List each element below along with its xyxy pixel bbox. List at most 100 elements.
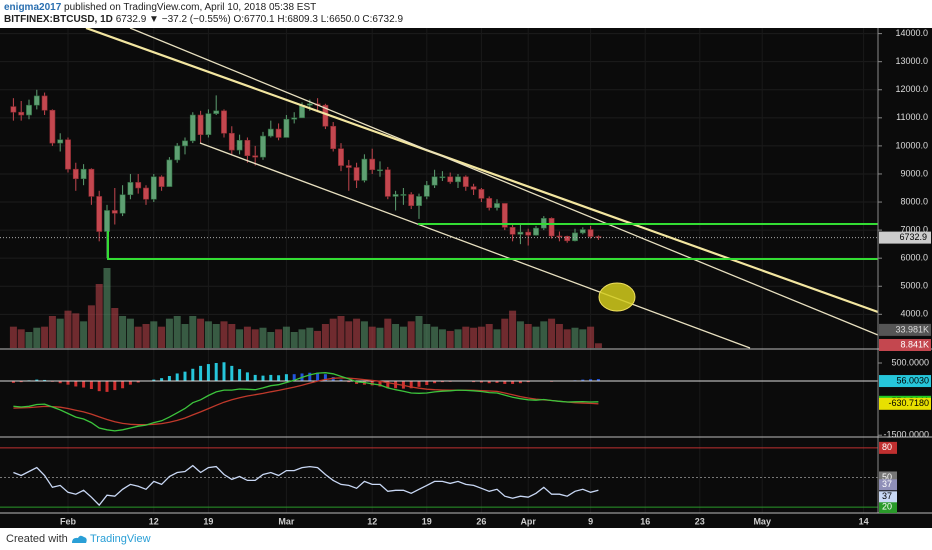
- y-tick-label: 12000.0: [895, 84, 928, 94]
- volume-bar: [9, 326, 17, 348]
- macd-hist-bar: [581, 379, 585, 382]
- macd-hist-bar: [238, 369, 242, 382]
- macd-hist-bar: [97, 381, 101, 392]
- x-tick-label: 23: [695, 516, 705, 526]
- candle-body: [260, 135, 266, 158]
- trend-line: [85, 28, 879, 314]
- macd-hist-bar: [113, 381, 117, 391]
- macd-hist-bar: [245, 372, 249, 382]
- volume-bar: [111, 308, 119, 348]
- y-tick-label: 7000.0: [900, 224, 928, 234]
- volume-bar: [103, 268, 111, 348]
- rsi-level-label: 50: [882, 472, 892, 482]
- candle-body: [462, 176, 469, 187]
- volume-bar: [87, 305, 95, 348]
- candle-body: [283, 118, 290, 138]
- label-box: [879, 323, 931, 336]
- macd-hist-bar: [518, 381, 522, 384]
- macd-hist-bar: [308, 372, 312, 382]
- volume-bar: [314, 330, 322, 348]
- volume-bar: [306, 327, 314, 348]
- x-tick-label: 26: [476, 516, 486, 526]
- candle-body: [369, 158, 376, 171]
- label-box: [879, 339, 931, 351]
- macd-hist-bar: [175, 373, 179, 382]
- macd-hist-bar: [292, 374, 296, 382]
- macd-hist-bar: [323, 374, 327, 382]
- author[interactable]: enigma2017: [4, 2, 62, 13]
- y-tick-label: 10000.0: [895, 140, 928, 150]
- volume-bar: [228, 324, 236, 348]
- rsi-level-label: 20: [882, 501, 892, 511]
- macd-hist-bar: [589, 379, 593, 382]
- candle-body: [57, 139, 64, 144]
- macd-hist-bar: [35, 379, 39, 382]
- candle-body: [408, 194, 415, 206]
- macd-hist-bar: [206, 364, 210, 382]
- y-tick-label: 5000.0: [900, 281, 928, 291]
- macd-hist-bar: [191, 368, 195, 382]
- x-tick-label: Mar: [278, 516, 295, 526]
- macd-hist-bar: [347, 381, 351, 383]
- volume-bar: [95, 284, 103, 348]
- candle-body: [228, 132, 235, 151]
- candle-body: [587, 229, 594, 237]
- symbol: BITFINEX:BTCUSD, 1D: [4, 14, 113, 25]
- volume-bar: [48, 316, 56, 348]
- macd-hist-bar: [425, 381, 429, 386]
- level-line: [107, 231, 878, 260]
- published: published on TradingView.com, April 10, …: [64, 2, 317, 13]
- volume-bar: [56, 318, 64, 348]
- volume-bar: [516, 321, 524, 348]
- candle-body: [221, 110, 227, 134]
- volume-bar: [392, 324, 400, 348]
- volume-bar: [337, 316, 345, 348]
- volume-bar: [64, 310, 72, 348]
- candle-body: [291, 117, 298, 120]
- candle-body: [96, 196, 103, 232]
- macd-hist-bar: [409, 381, 413, 389]
- volume-bar: [415, 316, 423, 348]
- candle-body: [174, 145, 181, 161]
- volume-bar: [485, 324, 493, 348]
- volume-bar: [563, 329, 571, 348]
- x-tick-label: 14: [859, 516, 869, 526]
- candle-body: [205, 113, 212, 135]
- x-tick-label: Apr: [520, 516, 536, 526]
- volume-bar: [298, 329, 306, 348]
- candle-body: [416, 196, 422, 206]
- signal-label: -630.7180: [888, 398, 929, 408]
- volume-bar: [579, 329, 587, 348]
- x-tick-label: 19: [422, 516, 432, 526]
- volume-bar: [267, 332, 275, 348]
- candle-body: [330, 125, 337, 150]
- candle-body: [275, 128, 282, 138]
- drawings: [85, 28, 879, 349]
- macd-hist-bar: [11, 381, 15, 383]
- axes: 4000.0 5000.0 6000.0 7000.0 8000.0 9000.0 1000…: [0, 28, 932, 528]
- volume-bar: [493, 329, 501, 348]
- last-price-label: 6732.9: [899, 232, 927, 242]
- volume-ma-label: 33.981K: [895, 324, 929, 334]
- macd-hist-bar: [199, 365, 203, 382]
- candle-body: [65, 139, 71, 170]
- macd-hist-bar: [331, 377, 335, 382]
- macd-hist-bar: [128, 381, 132, 385]
- macd-hist-bar: [284, 374, 288, 382]
- symbol-line: BITFINEX:BTCUSD, 1D 6732.9 ▼ −37.2 (−0.5…: [4, 14, 403, 25]
- candle-body: [143, 187, 149, 200]
- volume-bar: [220, 321, 228, 348]
- logo: [72, 535, 87, 543]
- candle-body: [236, 139, 243, 151]
- volume-bar: [353, 318, 361, 348]
- x-tick-label: May: [753, 516, 771, 526]
- macd-hist-bar: [386, 381, 390, 389]
- volume-bar: [243, 326, 251, 348]
- brand[interactable]: TradingView: [90, 533, 151, 545]
- volume-bar: [446, 330, 454, 348]
- macd-hist-bar: [74, 381, 78, 387]
- volume-bar: [251, 329, 259, 348]
- macd-hist-bar: [152, 379, 156, 382]
- y-tick-label: 4000.0: [900, 309, 928, 319]
- volume-bar: [17, 329, 25, 348]
